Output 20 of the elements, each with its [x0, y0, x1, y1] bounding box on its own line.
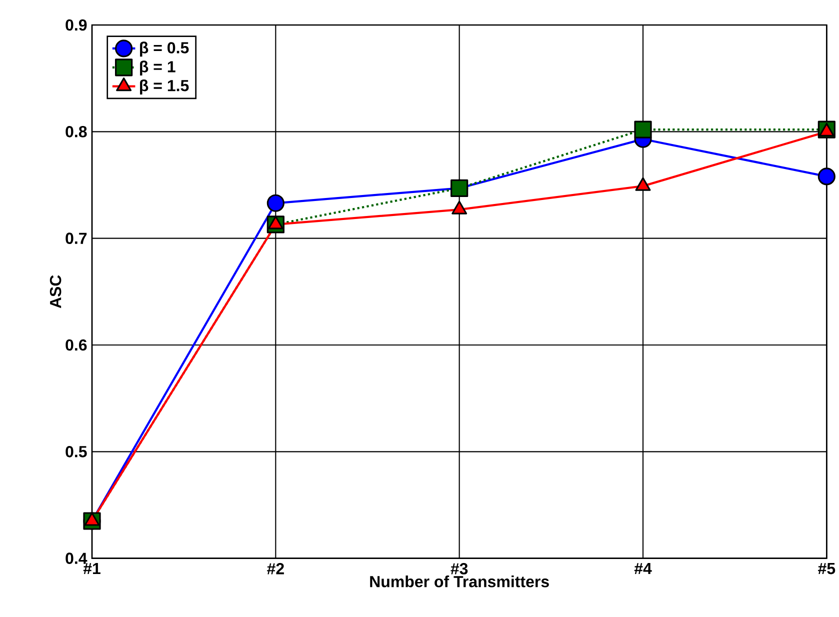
y-tick-label: 0.6 [66, 339, 87, 350]
x-tick-label: #4 [634, 562, 652, 574]
y-tick-label: 0.5 [66, 446, 87, 458]
y-tick-label: 0.9 [66, 19, 87, 30]
x-tick-label: #3 [450, 562, 468, 574]
legend-label: β = 1 [140, 60, 176, 76]
point [818, 168, 836, 186]
legend-label: β = 1.5 [140, 79, 189, 94]
y-tick-label: 0.7 [66, 232, 87, 244]
legend-label: β = 0.5 [140, 42, 189, 56]
x-tick-label: #5 [818, 562, 836, 574]
x-axis-title: Number of Transmitters [370, 575, 549, 588]
point [266, 194, 284, 212]
point [84, 512, 100, 526]
x-tick-label: #1 [83, 562, 100, 574]
point [634, 120, 652, 138]
y-axis-title: ASC [50, 275, 62, 308]
y-tick-label: 0.8 [66, 126, 87, 138]
y-tick-label: 0.4 [66, 552, 88, 564]
x-tick-label: #2 [267, 562, 284, 574]
